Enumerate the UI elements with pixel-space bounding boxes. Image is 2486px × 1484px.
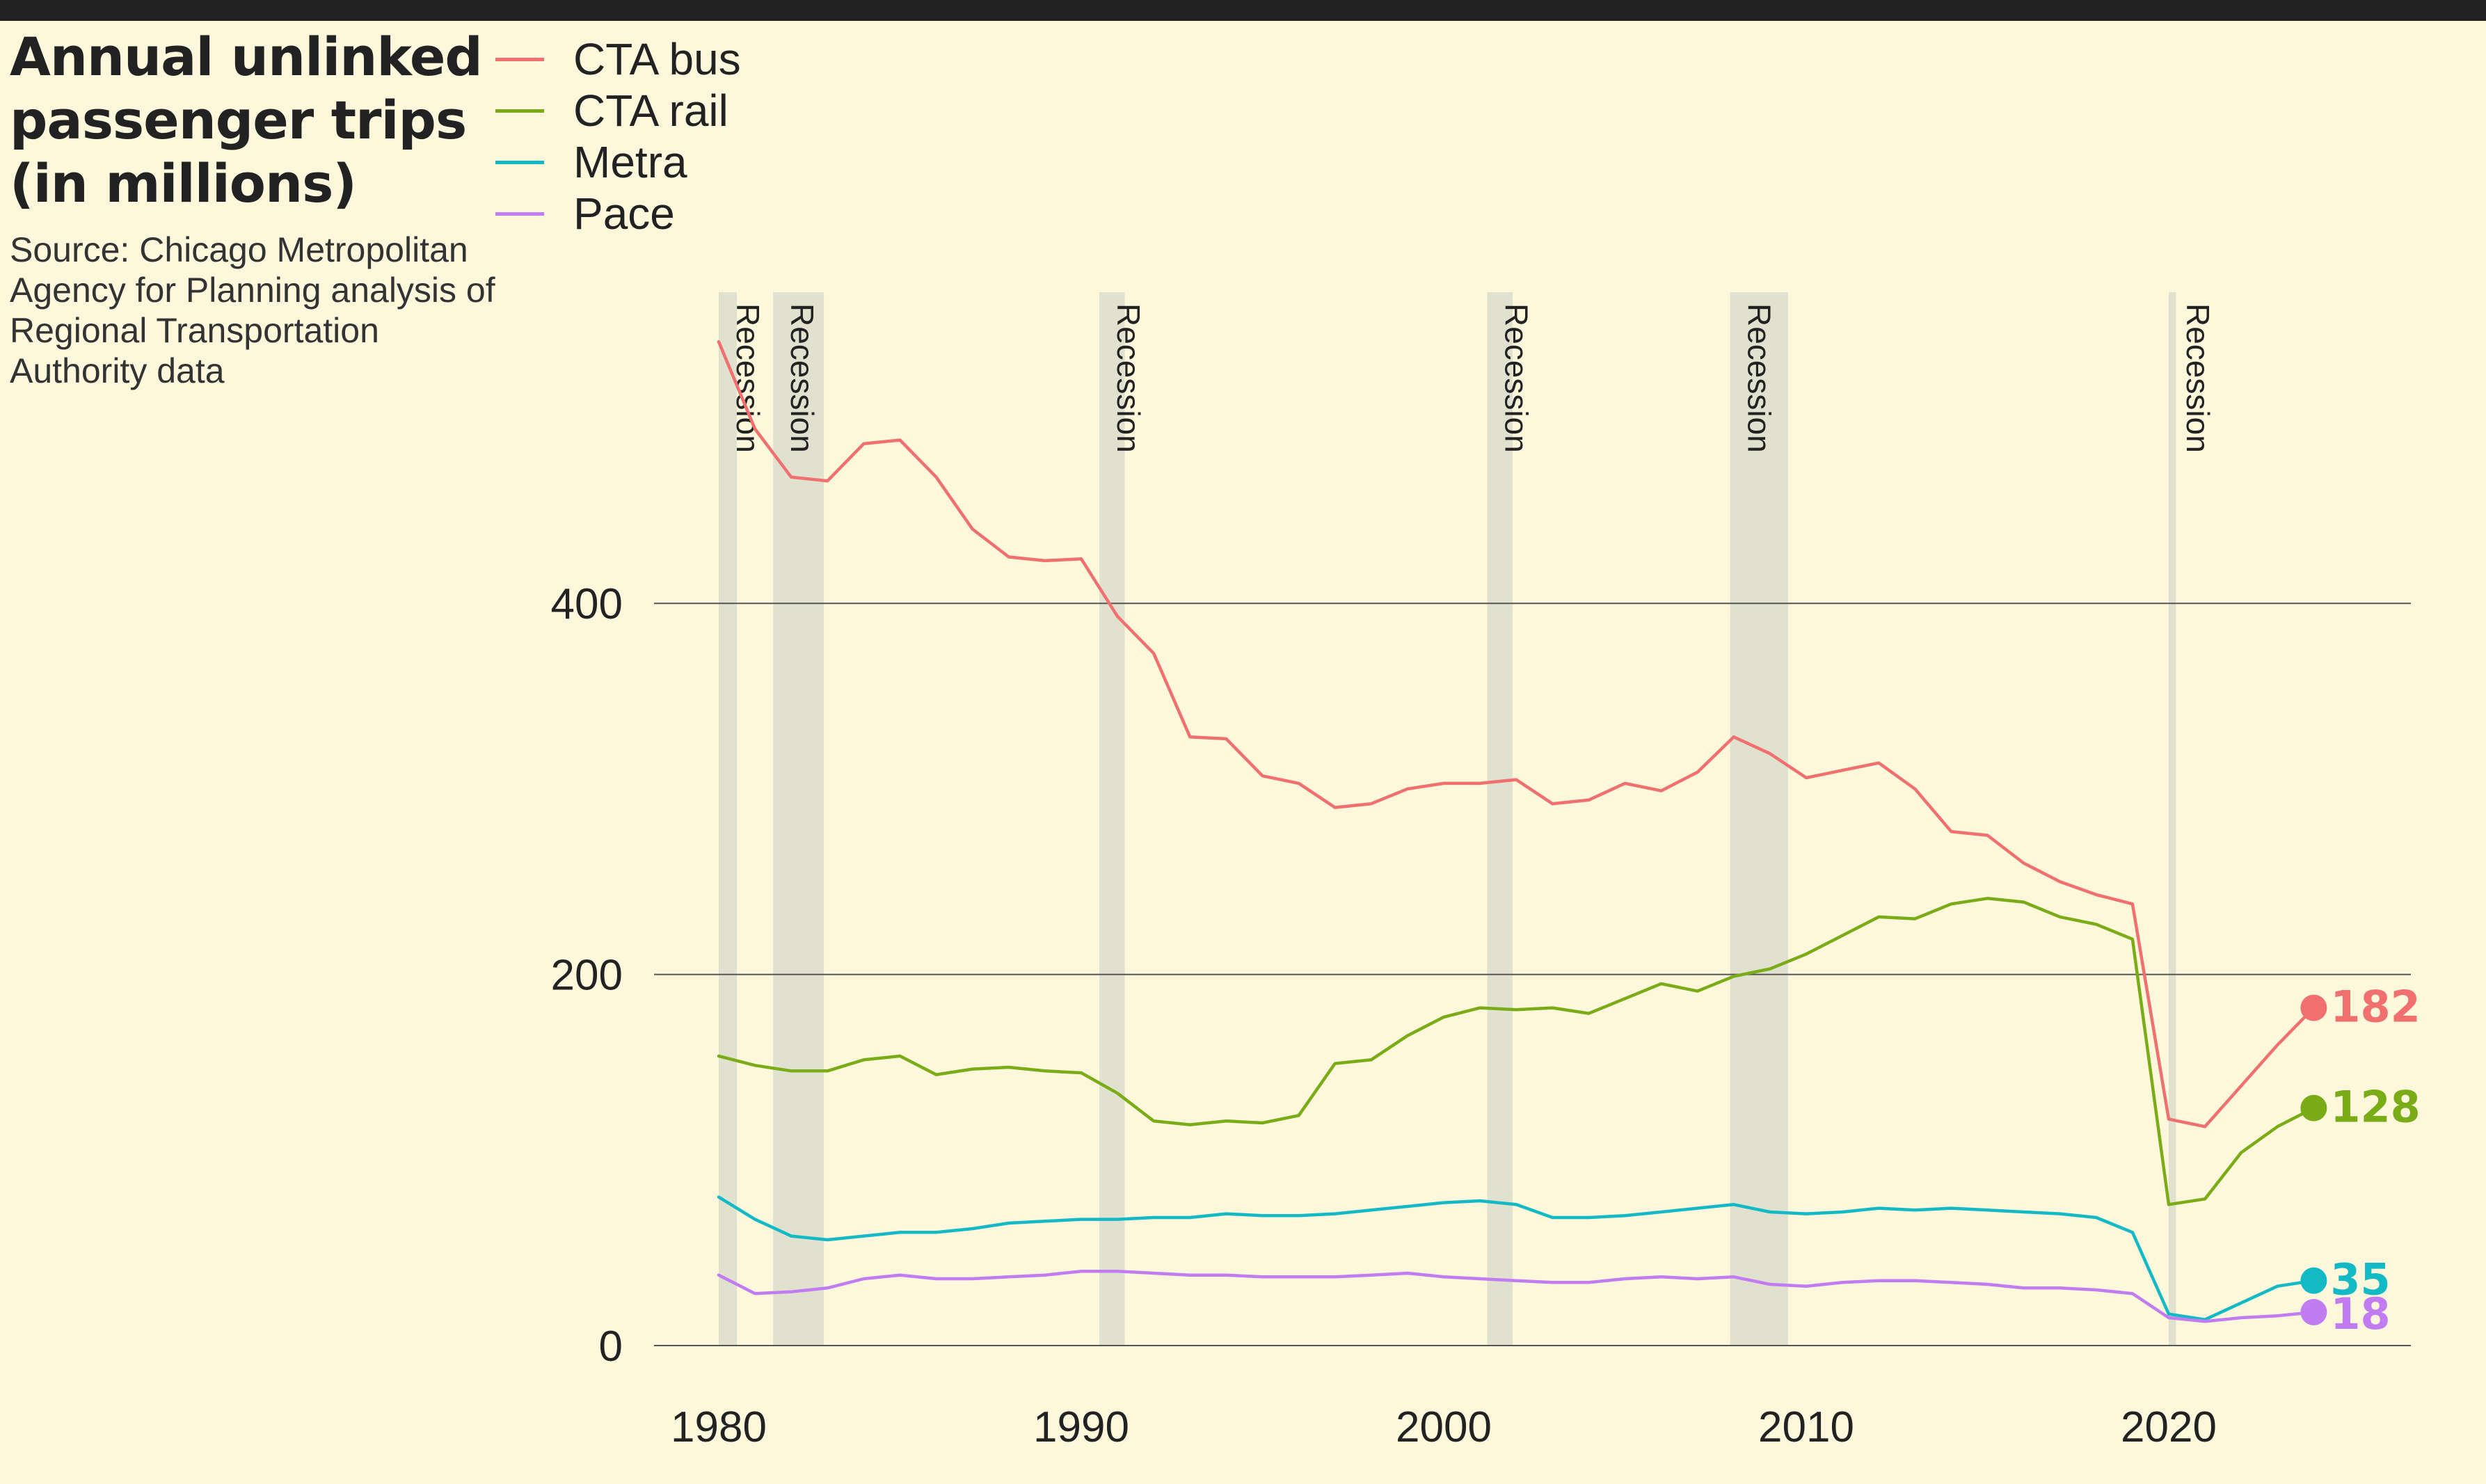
x-tick-label-1990: 1990 (1033, 1403, 1129, 1451)
recession-band-3 (1487, 292, 1513, 1346)
x-tick-label-1980: 1980 (671, 1403, 767, 1451)
end-marker-pace (2300, 1298, 2327, 1325)
series-line-cta-bus (717, 340, 2316, 1128)
legend-item-pace: Pace (495, 188, 741, 239)
top-rule (0, 0, 2486, 21)
x-tick-label-2010: 2010 (1758, 1403, 1854, 1451)
end-label-pace: 18 (2330, 1288, 2390, 1339)
y-tick-label-200: 200 (551, 952, 623, 1000)
recession-band-1 (773, 292, 824, 1346)
end-marker-cta-bus (2300, 994, 2327, 1021)
recession-label-0: Recession (730, 303, 766, 453)
end-label-cta-rail: 128 (2330, 1082, 2420, 1133)
series-line-pace (717, 1270, 2316, 1323)
recession-label-2: Recession (1110, 303, 1147, 453)
x-tick-label-2000: 2000 (1396, 1403, 1492, 1451)
recession-label-4: Recession (1742, 303, 1778, 453)
legend-label-pace: Pace (573, 189, 675, 239)
series-line-cta-rail (717, 897, 2316, 1206)
recession-band-0 (719, 292, 738, 1346)
legend: CTA bus CTA rail Metra Pace (495, 33, 741, 239)
y-tick-label-400: 400 (551, 580, 623, 628)
end-marker-metra (2300, 1267, 2327, 1294)
legend-item-cta-rail: CTA rail (495, 85, 741, 136)
recession-label-5: Recession (2180, 303, 2216, 453)
legend-label-metra: Metra (573, 137, 687, 187)
legend-label-cta-rail: CTA rail (573, 86, 728, 136)
legend-item-cta-bus: CTA bus (495, 33, 741, 85)
source-note: Source: Chicago Metropolitan Agency for … (10, 230, 495, 390)
chart-title: Annual unlinked passenger trips (in mill… (10, 26, 483, 214)
legend-swatch-cta-rail (495, 109, 544, 113)
end-label-cta-bus: 182 (2330, 982, 2420, 1032)
end-label-metra: 35 (2330, 1254, 2390, 1305)
y-tick-label-0: 0 (599, 1323, 623, 1371)
legend-swatch-cta-bus (495, 57, 544, 61)
legend-label-cta-bus: CTA bus (573, 34, 741, 84)
legend-item-metra: Metra (495, 136, 741, 188)
recession-label-1: Recession (784, 303, 820, 453)
legend-swatch-pace (495, 212, 544, 216)
recession-band-2 (1099, 292, 1125, 1346)
recession-band-4 (1730, 292, 1788, 1346)
x-tick-label-2020: 2020 (2121, 1403, 2217, 1451)
recession-band-5 (2169, 292, 2176, 1346)
end-marker-cta-rail (2300, 1094, 2327, 1122)
series-line-metra (717, 1195, 2316, 1321)
legend-swatch-metra (495, 160, 544, 164)
recession-label-3: Recession (1499, 303, 1535, 453)
